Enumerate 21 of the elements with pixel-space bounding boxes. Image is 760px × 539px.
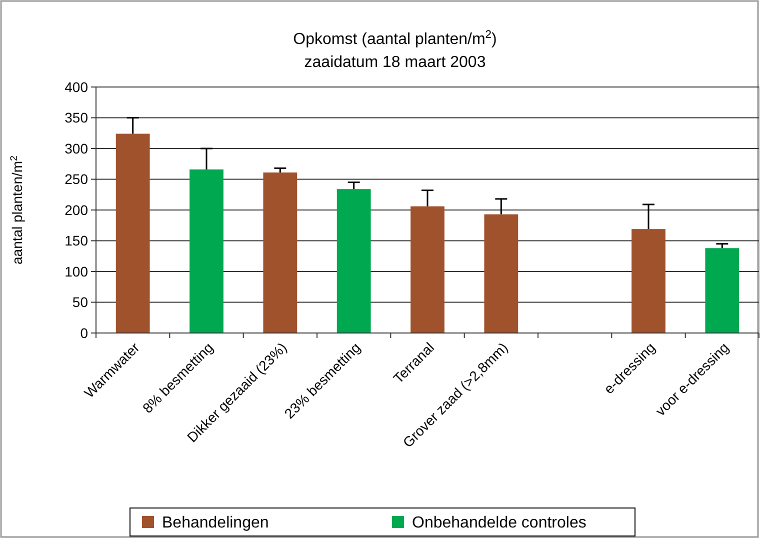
y-tick-label: 150 [64,232,88,249]
y-tick-label: 300 [64,140,88,156]
chart-subtitle: zaaidatum 18 maart 2003 [304,54,486,71]
y-tick-label: 200 [64,202,88,218]
bar [116,134,150,333]
y-tick-label: 50 [72,294,88,310]
bar [632,229,666,333]
bar [190,169,224,333]
legend-label: Onbehandelde controles [412,514,586,532]
bar [336,189,371,333]
bar [410,206,444,333]
legend-label: Behandelingen [162,514,269,532]
y-tick-label: 250 [64,171,88,188]
y-tick-label: 100 [64,263,88,280]
bar [705,248,740,333]
y-tick-label: 0 [80,324,88,341]
y-tick-label: 400 [64,78,88,95]
bar [484,214,518,333]
y-tick-label: 350 [64,110,88,126]
chart-title: Opkomst (aantal planten/m$^{2}$) [293,29,497,48]
bar [263,172,298,333]
